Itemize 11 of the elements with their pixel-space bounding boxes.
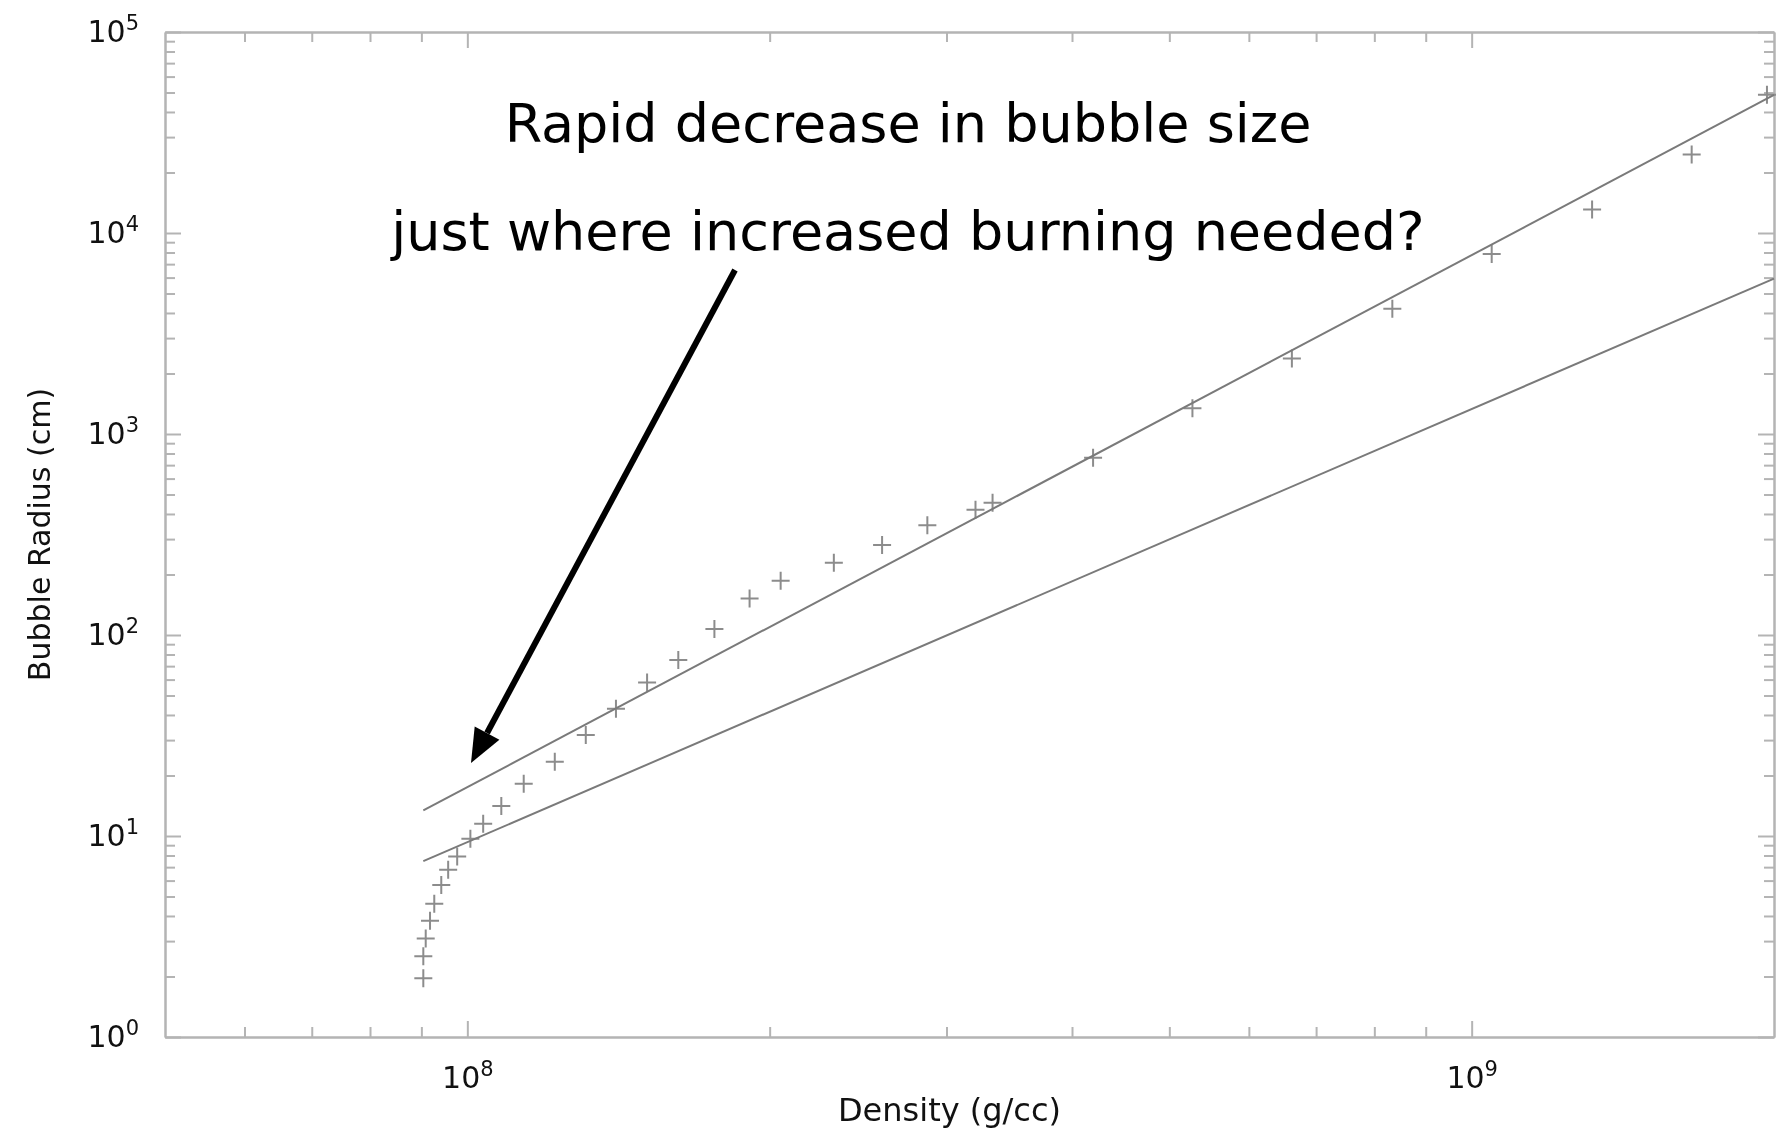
y-tick-label: 10$^{0}$ xyxy=(87,1016,139,1055)
y-tick-label: 10$^{1}$ xyxy=(87,815,139,854)
y-tick-label: 10$^{2}$ xyxy=(87,614,139,653)
y-tick-label: 10$^{4}$ xyxy=(87,212,139,251)
y-tick-label: 10$^{5}$ xyxy=(87,11,139,50)
x-axis-title: Density (g/cc) xyxy=(837,1091,1062,1129)
x-tick-label: 10$^{9}$ xyxy=(1446,1057,1498,1096)
x-tick-label: 10$^{8}$ xyxy=(442,1057,494,1096)
y-axis-title: Bubble Radius (cm) xyxy=(22,387,57,682)
annotation: Rapid decrease in bubble size just where increased burning needed? xyxy=(390,92,1425,263)
y-tick-label: 10$^{3}$ xyxy=(87,413,139,452)
